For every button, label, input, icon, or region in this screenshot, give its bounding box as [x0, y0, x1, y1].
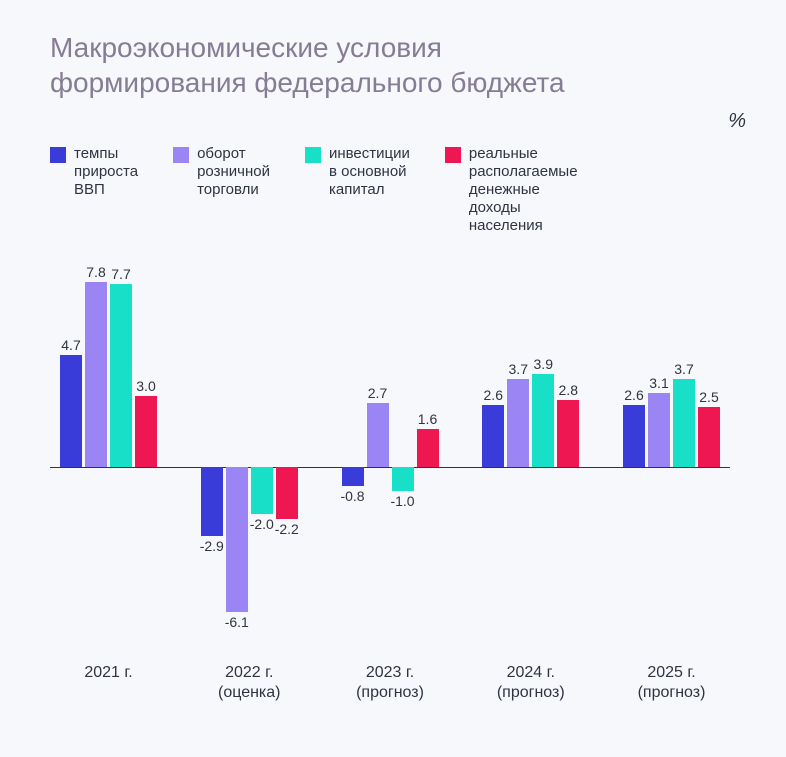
bar-invest — [392, 467, 414, 491]
unit-label: % — [50, 110, 756, 133]
bar-income — [135, 396, 157, 467]
value-label: 2.6 — [478, 387, 508, 403]
chart-page: Макроэкономические условия формирования … — [0, 0, 786, 757]
value-label: 2.5 — [694, 389, 724, 405]
bar-retail — [226, 467, 248, 612]
value-label: 2.8 — [553, 382, 583, 398]
bar-income — [276, 467, 298, 519]
bar-retail — [85, 282, 107, 467]
bar-income — [557, 400, 579, 467]
bar-gdp — [60, 355, 82, 467]
bar-gdp — [342, 467, 364, 486]
bar-group: 2.63.13.72.5 — [623, 253, 720, 633]
bar-retail — [648, 393, 670, 467]
bar-invest — [110, 284, 132, 467]
x-category-label: 2022 г.(оценка) — [194, 663, 304, 703]
legend-item-income: реальныерасполагаемыеденежныедоходынасел… — [445, 145, 578, 235]
bar-income — [417, 429, 439, 467]
value-label: 2.7 — [363, 385, 393, 401]
x-category-label: 2021 г. — [54, 663, 164, 683]
legend: темпыприростаВВП оборотрозничнойторговли и… — [50, 145, 756, 235]
x-category-label: 2024 г.(прогноз) — [476, 663, 586, 703]
value-label: -0.8 — [338, 488, 368, 504]
legend-swatch — [305, 147, 321, 163]
bar-group: -2.9-6.1-2.0-2.2 — [201, 253, 298, 633]
bar-gdp — [201, 467, 223, 536]
value-label: 3.7 — [669, 361, 699, 377]
value-label: 4.7 — [56, 337, 86, 353]
bar-chart: 4.77.87.73.0 -2.9-6.1-2.0-2.2 -0.8 2.7 -1.0 1… — [50, 253, 730, 633]
legend-label: оборотрозничнойторговли — [197, 145, 270, 199]
bar-gdp — [623, 405, 645, 467]
value-label: -6.1 — [222, 614, 252, 630]
legend-label: темпыприростаВВП — [74, 145, 138, 199]
bar-group: -0.82.7-1.01.6 — [342, 253, 439, 633]
bar-invest — [251, 467, 273, 515]
value-label: 3.1 — [644, 375, 674, 391]
title-line-1: Макроэкономические условия — [50, 32, 442, 63]
legend-item-retail: оборотрозничнойторговли — [173, 145, 270, 199]
bar-group: 2.63.73.92.8 — [482, 253, 579, 633]
legend-swatch — [173, 147, 189, 163]
value-label: -2.9 — [197, 538, 227, 554]
bar-group: 4.77.87.73.0 — [60, 253, 157, 633]
page-title: Макроэкономические условия формирования … — [50, 30, 756, 100]
legend-item-gdp: темпыприростаВВП — [50, 145, 138, 199]
bar-retail — [507, 379, 529, 467]
bar-gdp — [482, 405, 504, 467]
value-label: -1.0 — [388, 493, 418, 509]
bar-invest — [532, 374, 554, 467]
legend-swatch — [445, 147, 461, 163]
legend-swatch — [50, 147, 66, 163]
x-category-label: 2025 г.(прогноз) — [617, 663, 727, 703]
value-label: -2.2 — [272, 521, 302, 537]
bar-invest — [673, 379, 695, 467]
legend-item-invest: инвестициив основнойкапитал — [305, 145, 410, 199]
title-line-2: формирования федерального бюджета — [50, 67, 565, 98]
value-label: 7.7 — [106, 266, 136, 282]
value-label: 3.9 — [528, 356, 558, 372]
legend-label: инвестициив основнойкапитал — [329, 145, 410, 199]
value-label: 1.6 — [413, 411, 443, 427]
bar-retail — [367, 403, 389, 467]
x-category-label: 2023 г.(прогноз) — [335, 663, 445, 703]
value-label: 3.0 — [131, 378, 161, 394]
bar-income — [698, 407, 720, 466]
legend-label: реальныерасполагаемыеденежныедоходынасел… — [469, 145, 578, 235]
